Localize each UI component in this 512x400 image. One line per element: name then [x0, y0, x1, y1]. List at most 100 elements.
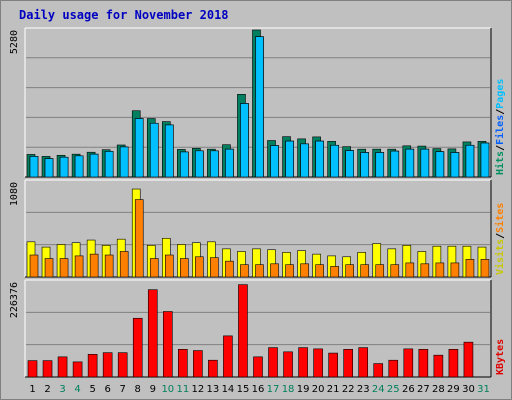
bar-sites-day-22 [345, 264, 354, 278]
bar-pages-day-27 [420, 148, 430, 178]
bar-sites-day-16 [255, 264, 264, 278]
x-tick-label-19: 19 [297, 384, 310, 395]
bar-sites-day-25 [390, 264, 400, 278]
bar-sites-day-17 [270, 263, 279, 278]
bar-sites-day-12 [195, 256, 204, 278]
x-tick-label-8: 8 [135, 384, 141, 395]
bar-kbytes-day-23 [358, 347, 369, 378]
bar-sites-day-26 [405, 262, 415, 278]
bar-sites-day-15 [240, 264, 249, 278]
bar-sites-day-27 [420, 263, 430, 278]
bar-sites-day-31 [480, 259, 490, 278]
x-tick-label-3: 3 [59, 384, 65, 395]
bar-kbytes-day-6 [102, 352, 113, 378]
bar-kbytes-day-3 [57, 356, 68, 378]
bar-sites-day-4 [74, 255, 84, 278]
x-tick-label-6: 6 [104, 384, 110, 395]
x-tick-label-21: 21 [327, 384, 340, 395]
bar-pages-day-4 [74, 155, 84, 178]
bar-kbytes-day-4 [72, 361, 83, 378]
bar-kbytes-day-11 [178, 349, 188, 378]
bar-pages-day-17 [270, 145, 279, 178]
bar-pages-day-22 [345, 150, 354, 178]
panel-3-max-label: 226376 [9, 282, 20, 318]
x-tick-label-12: 12 [192, 384, 205, 395]
bar-kbytes-day-21 [328, 352, 338, 378]
bar-sites-day-14 [225, 260, 234, 278]
bar-sites-day-3 [59, 258, 69, 278]
bar-pages-day-30 [465, 144, 475, 178]
bar-sites-day-2 [44, 258, 54, 278]
legend-label: Files [494, 115, 506, 145]
bar-sites-day-6 [104, 254, 114, 278]
bar-kbytes-day-9 [147, 289, 158, 378]
legend-label: KBytes [495, 339, 506, 375]
legend-label: Hits [494, 151, 506, 175]
bar-kbytes-day-28 [433, 354, 444, 378]
panel-2-max-label: 1080 [9, 182, 20, 206]
x-tick-label-11: 11 [176, 384, 189, 395]
bar-pages-day-13 [210, 150, 219, 178]
x-tick-label-18: 18 [282, 384, 295, 395]
bar-kbytes-day-22 [343, 349, 353, 378]
bar-pages-day-1 [29, 156, 39, 178]
legend-label: / [495, 233, 506, 239]
bar-pages-day-14 [225, 148, 234, 178]
x-tick-label-30: 30 [462, 384, 475, 395]
bar-kbytes-day-13 [208, 359, 218, 378]
bar-sites-day-28 [435, 262, 445, 278]
bar-kbytes-day-17 [268, 347, 278, 378]
bar-sites-day-21 [330, 266, 339, 278]
bar-pages-day-9 [149, 122, 159, 178]
bar-pages-day-12 [195, 150, 204, 178]
bar-pages-day-19 [300, 143, 309, 178]
bar-kbytes-day-8 [132, 317, 143, 378]
bar-sites-day-10 [164, 254, 174, 278]
x-tick-label-16: 16 [252, 384, 265, 395]
bar-pages-day-16 [255, 36, 264, 178]
bar-sites-day-11 [180, 258, 189, 278]
bar-pages-day-5 [89, 153, 99, 178]
x-tick-label-7: 7 [120, 384, 126, 395]
x-tick-label-24: 24 [372, 384, 385, 395]
bar-pages-day-18 [285, 140, 294, 178]
bar-kbytes-day-10 [162, 311, 173, 378]
bar-pages-day-28 [435, 151, 445, 178]
legend-label: / [495, 145, 506, 151]
legend-label: Sites [494, 203, 506, 233]
bar-kbytes-day-2 [42, 360, 53, 378]
bar-sites-day-1 [29, 254, 39, 278]
bar-kbytes-day-26 [403, 348, 414, 378]
bar-pages-day-24 [375, 152, 385, 178]
bar-sites-day-19 [300, 263, 309, 278]
bar-kbytes-day-20 [313, 348, 323, 378]
bar-sites-day-8 [134, 199, 144, 278]
bar-kbytes-day-29 [448, 349, 459, 378]
bar-kbytes-day-30 [463, 341, 474, 378]
bar-kbytes-day-18 [283, 351, 293, 378]
bar-pages-day-20 [315, 140, 324, 178]
x-tick-label-9: 9 [150, 384, 156, 395]
bar-sites-day-18 [285, 264, 294, 278]
bar-pages-day-15 [240, 103, 249, 178]
bar-pages-day-29 [450, 152, 460, 178]
x-tick-label-25: 25 [387, 384, 400, 395]
x-tick-label-4: 4 [74, 384, 80, 395]
bar-kbytes-day-24 [373, 363, 384, 378]
bar-sites-day-30 [465, 259, 475, 278]
bar-pages-day-10 [164, 124, 174, 178]
bar-sites-day-7 [119, 251, 129, 278]
legend-label: Pages [495, 79, 506, 109]
chart-title: Daily usage for November 2018 [19, 8, 229, 22]
x-tick-label-1: 1 [29, 384, 35, 395]
x-tick-label-13: 13 [207, 384, 220, 395]
bar-sites-day-13 [210, 257, 219, 278]
bar-pages-day-7 [119, 146, 129, 178]
x-tick-label-31: 31 [477, 384, 490, 395]
bar-pages-day-11 [180, 151, 189, 178]
bar-sites-day-23 [360, 264, 370, 278]
panel-1-legend: Hits/Files/Pages [494, 79, 506, 175]
bar-kbytes-day-27 [418, 349, 429, 378]
bar-kbytes-day-5 [87, 354, 98, 378]
